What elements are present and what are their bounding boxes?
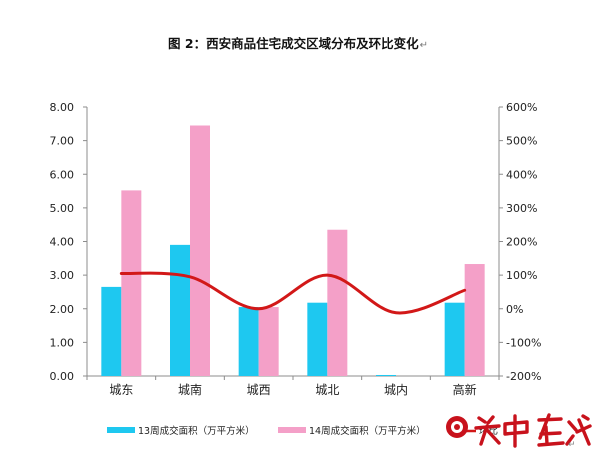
y-left-tick-label: 8.00 xyxy=(50,101,75,114)
y-left-tick-label: 2.00 xyxy=(50,303,75,316)
bar-week14 xyxy=(258,307,279,376)
bar-week13 xyxy=(444,302,465,376)
x-category-label: 高新 xyxy=(453,382,477,397)
y-right-tick-label: -100% xyxy=(506,336,541,349)
y-left-tick-label: 3.00 xyxy=(50,269,75,282)
y-left-tick-label: 1.00 xyxy=(50,336,75,349)
y-right-tick-label: 400% xyxy=(506,168,537,181)
legend-swatch-week14 xyxy=(278,427,306,433)
y-right-tick-label: 0% xyxy=(506,303,523,316)
bar-week13 xyxy=(376,374,396,376)
bar-week14 xyxy=(464,264,485,376)
x-category-label: 城西 xyxy=(247,383,271,397)
legend-label-week14: 14周成交面积（万平方米） xyxy=(309,425,426,437)
y-left-tick-label: 5.00 xyxy=(50,202,75,215)
bar-week14 xyxy=(327,229,348,376)
logo-script-lettering xyxy=(474,413,592,448)
bar-week13 xyxy=(170,244,190,376)
y-right-tick-label: 500% xyxy=(506,135,537,148)
y-right-tick-label: 300% xyxy=(506,202,537,215)
bar-week14 xyxy=(190,125,210,377)
bar-week13 xyxy=(238,307,259,376)
y-left-tick-label: 7.00 xyxy=(50,135,75,148)
paragraph-mark: ↵ xyxy=(568,440,576,450)
legend-swatch-week13 xyxy=(107,427,135,433)
y-right-tick-label: 600% xyxy=(506,101,537,114)
logo-emblem-icon xyxy=(446,416,468,438)
x-category-label: 城内 xyxy=(384,383,408,397)
y-right-tick-label: 200% xyxy=(506,236,537,249)
chart-title: 图 2：西安商品住宅成交区域分布及环比变化↵ xyxy=(168,36,428,51)
y-left-tick-label: 0.00 xyxy=(50,370,75,383)
guanzhong-logo-watermark xyxy=(446,413,592,448)
bar-week14 xyxy=(121,190,142,376)
y-left-tick-label: 6.00 xyxy=(50,168,75,181)
bar-week13 xyxy=(101,286,122,376)
y-right-tick-label: -200% xyxy=(506,370,541,383)
line-mom-change xyxy=(119,271,467,315)
legend-label-week13: 13周成交面积（万平方米） xyxy=(138,425,255,437)
y-right-tick-label: 100% xyxy=(506,269,537,282)
y-left-tick-label: 4.00 xyxy=(50,236,75,249)
x-category-label: 城北 xyxy=(315,383,339,397)
x-category-label: 城东 xyxy=(109,383,133,397)
x-category-label: 城南 xyxy=(178,382,202,397)
bar-week13 xyxy=(307,302,328,376)
